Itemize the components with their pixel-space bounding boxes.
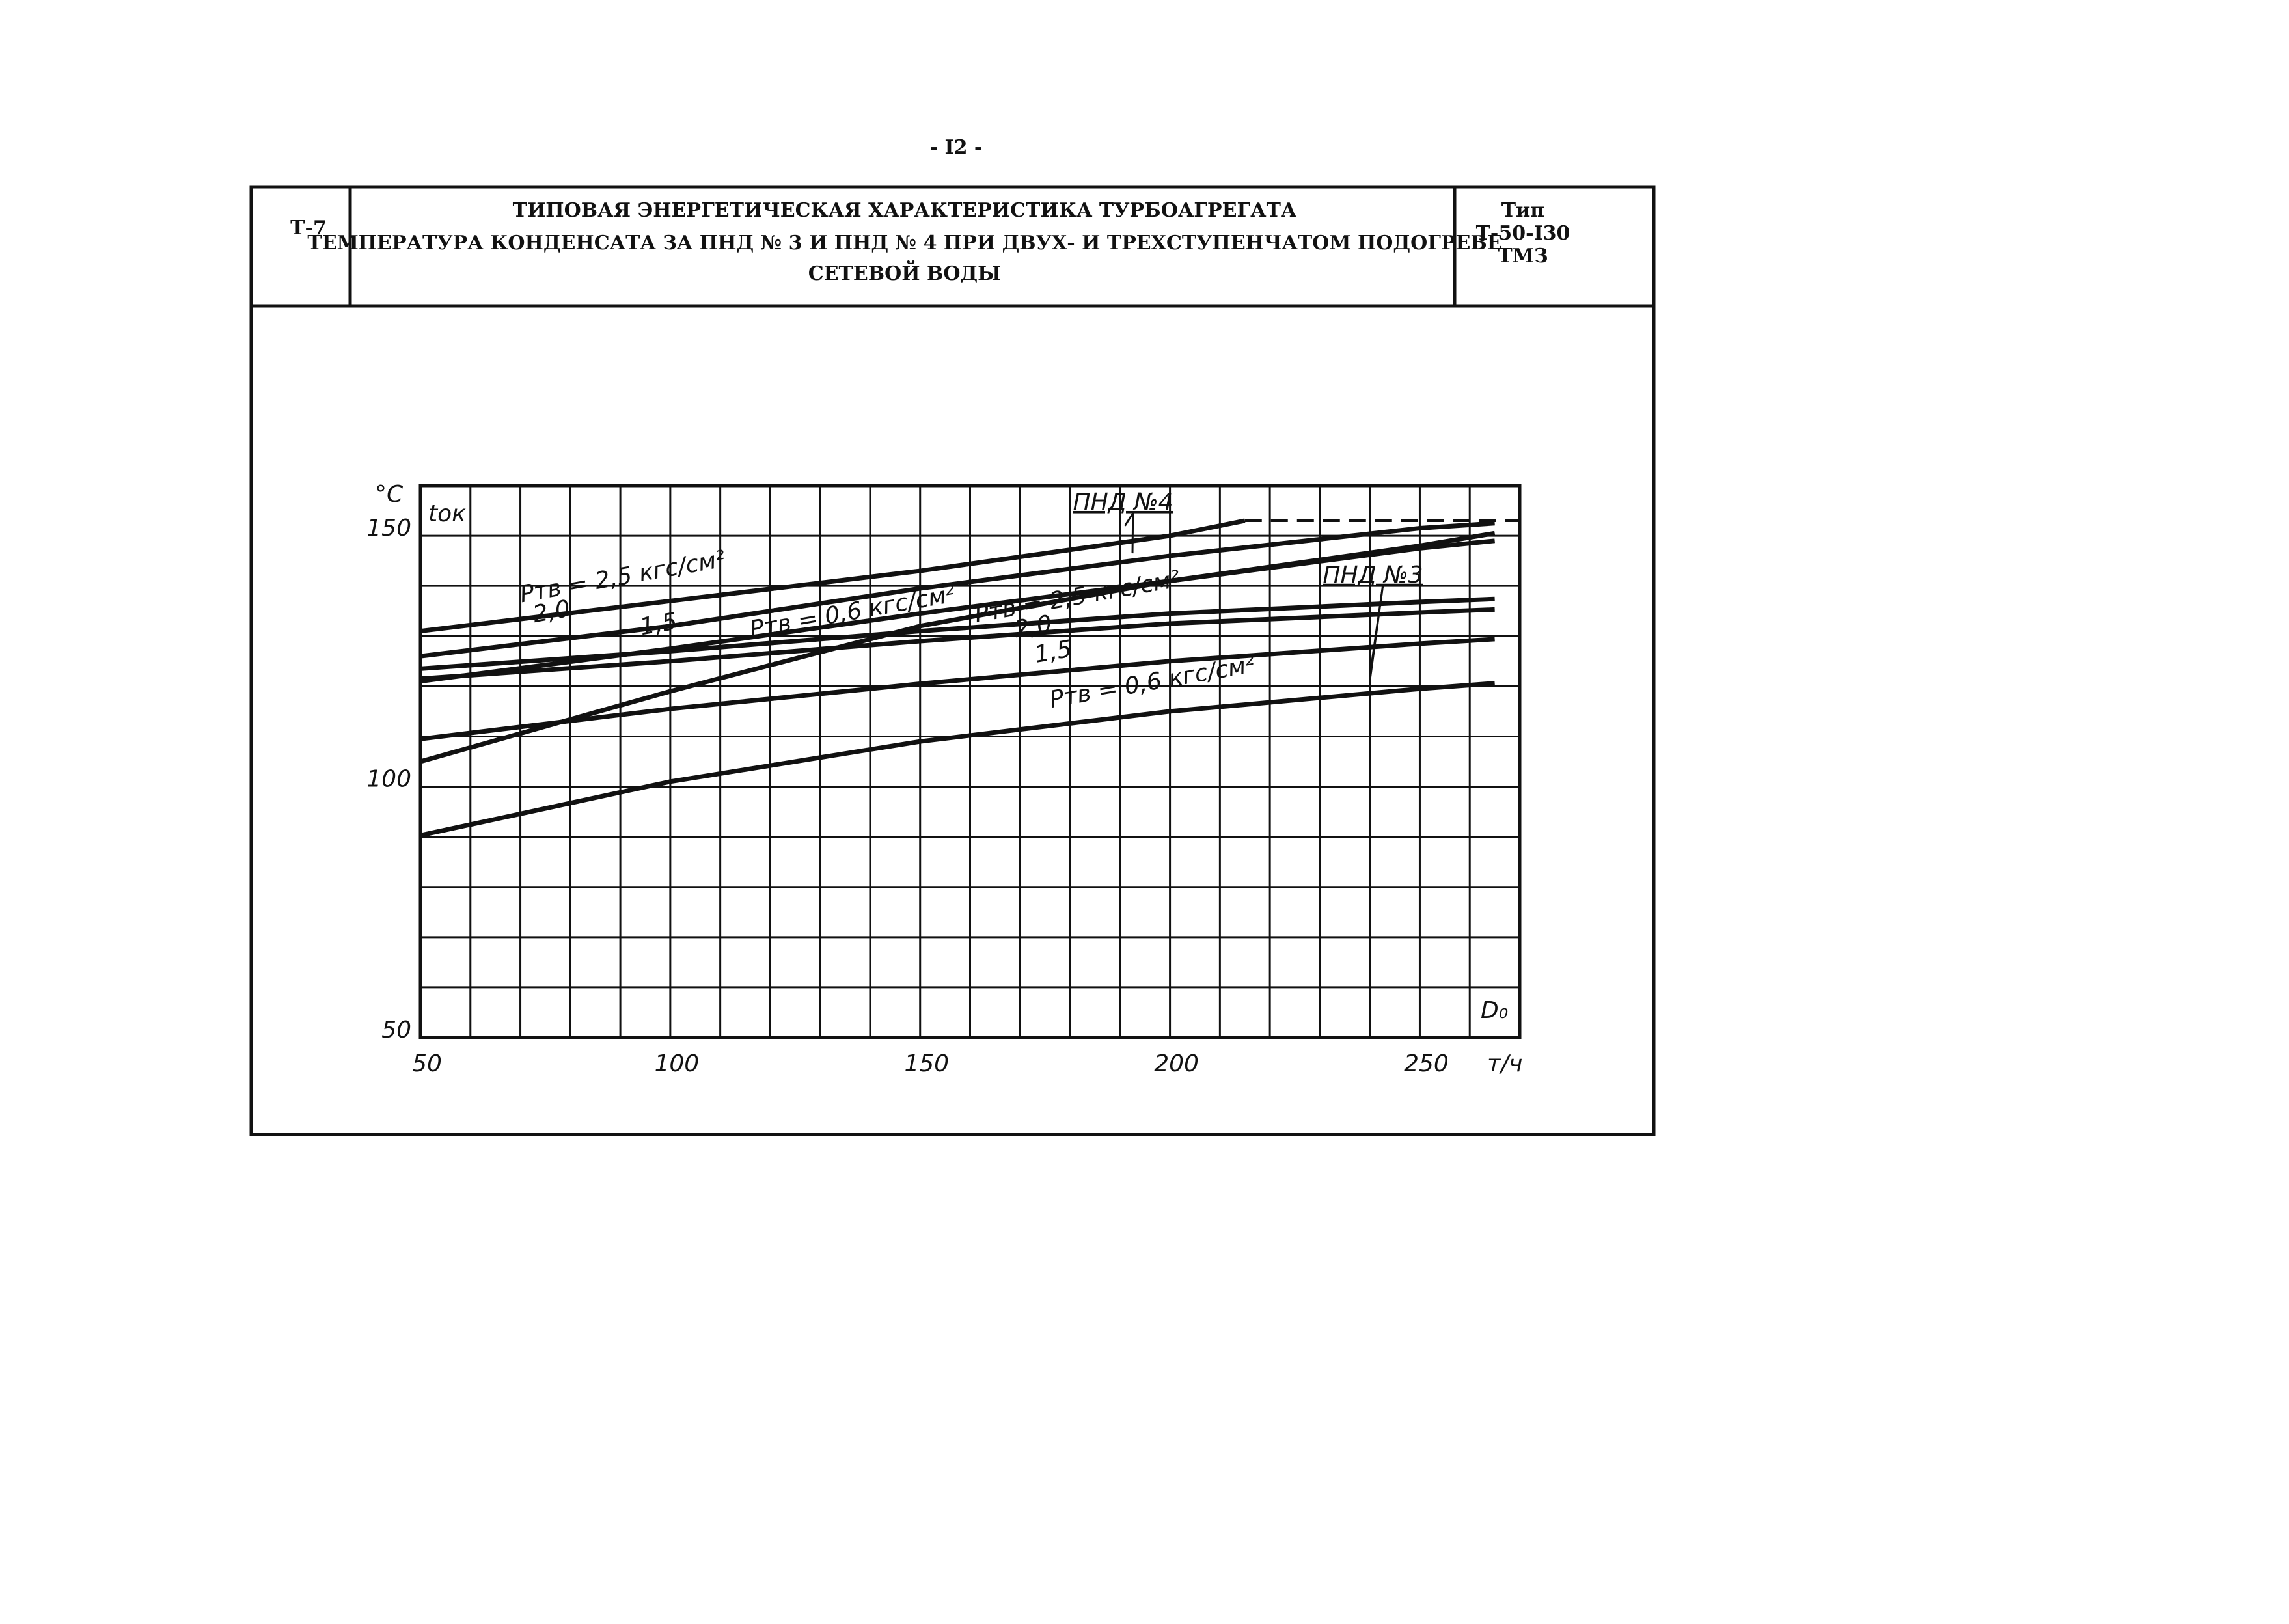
outer-frame bbox=[249, 185, 1656, 1136]
page-number: - I2 - bbox=[930, 136, 983, 159]
curve-label: 2,0 bbox=[1013, 611, 1054, 643]
type-label: Т-50-I30 bbox=[1476, 222, 1570, 245]
curve-label: 1,5 bbox=[1032, 635, 1074, 668]
y-tick-label: 150 bbox=[366, 515, 411, 542]
curve bbox=[420, 607, 1495, 681]
leader-line bbox=[1131, 513, 1134, 554]
leader-line bbox=[1369, 585, 1384, 681]
x-tick-label: 100 bbox=[655, 1051, 700, 1077]
y-tick-label: 50 bbox=[381, 1017, 411, 1043]
annotation: ПНД №4 bbox=[1073, 489, 1173, 516]
x-label: D₀ bbox=[1481, 997, 1508, 1024]
y-label: tок bbox=[428, 501, 466, 527]
annotation: ПНД №3 bbox=[1323, 562, 1423, 588]
x-tick-label: 200 bbox=[1154, 1051, 1199, 1077]
type-label: ТМЗ bbox=[1498, 245, 1548, 268]
x-tick-label: 250 bbox=[1404, 1051, 1449, 1077]
curve bbox=[420, 596, 1495, 671]
code: Т-7 bbox=[290, 217, 327, 240]
curve bbox=[420, 518, 1246, 634]
title: ТИПОВАЯ ЭНЕРГЕТИЧЕСКАЯ ХАРАКТЕРИСТИКА ТУ… bbox=[513, 199, 1297, 222]
curve bbox=[420, 521, 1495, 659]
y-tick-label: 100 bbox=[366, 766, 411, 793]
curve bbox=[420, 681, 1495, 838]
curve-label: 1,5 bbox=[638, 608, 679, 640]
curve bbox=[420, 530, 1496, 764]
leader-line bbox=[1124, 512, 1134, 527]
curve-label: 2,0 bbox=[531, 596, 573, 628]
x-tick-label: 50 bbox=[412, 1051, 442, 1077]
y-unit: °C bbox=[375, 481, 404, 508]
x-unit: т/ч bbox=[1487, 1051, 1522, 1077]
title: СЕТЕВОЙ ВОДЫ bbox=[808, 260, 1001, 285]
curve bbox=[420, 637, 1495, 741]
x-tick-label: 150 bbox=[904, 1051, 949, 1077]
type-label: Тип bbox=[1501, 199, 1545, 222]
title: ТЕМПЕРАТУРА КОНДЕНСАТА ЗА ПНД № 3 И ПНД … bbox=[307, 232, 1501, 255]
